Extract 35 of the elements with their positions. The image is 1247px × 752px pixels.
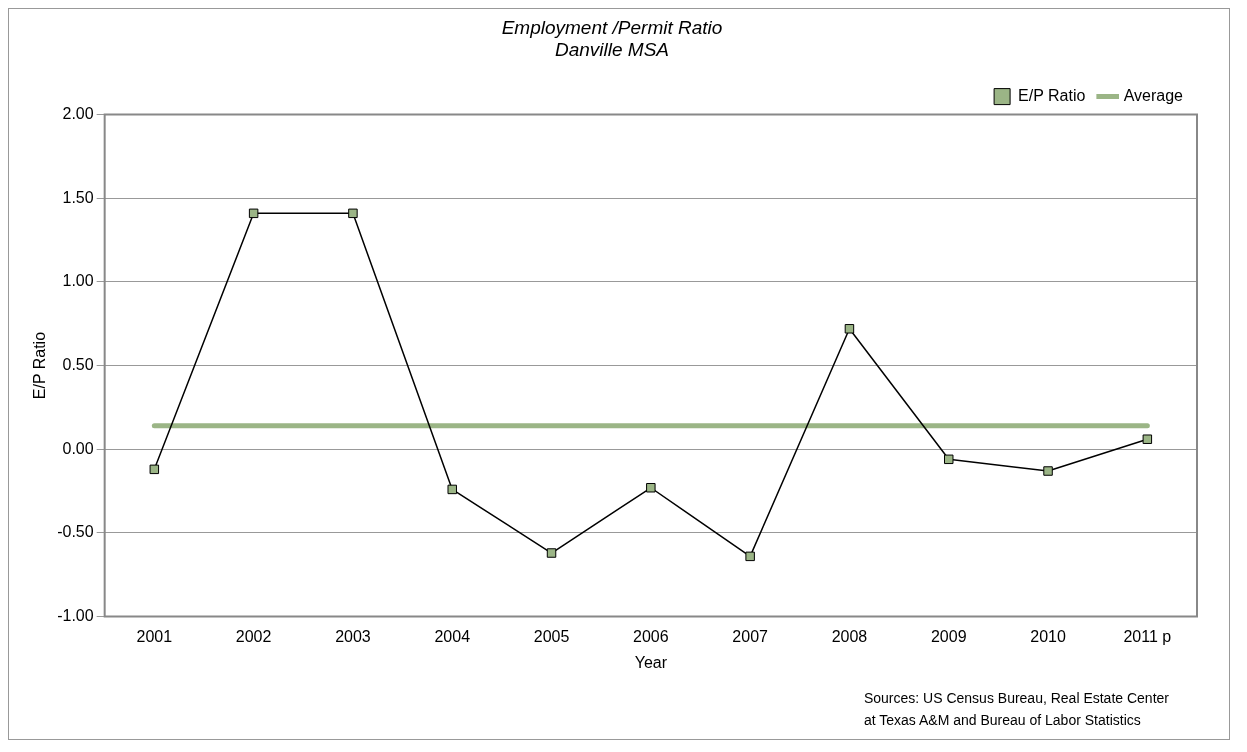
- x-tick-label: 2005: [533, 627, 570, 645]
- y-tick-label: 0.00: [62, 439, 94, 457]
- x-tick-label: 2006: [633, 627, 669, 645]
- point: [646, 483, 656, 493]
- x-tick-label: 2001: [136, 627, 173, 645]
- point: [248, 208, 259, 219]
- y-tick-label: 1.00: [62, 272, 94, 290]
- point: [447, 484, 457, 495]
- x-tick-label: 2011 p: [1123, 627, 1172, 645]
- chart-title: Employment /Permit Ratio Danville MSA: [501, 16, 723, 61]
- y-tick-label: 1.50: [62, 188, 94, 206]
- x-axis-title: Year: [634, 653, 668, 671]
- point: [745, 551, 755, 562]
- y-tick-label: 2.00: [62, 105, 94, 123]
- source-note: Sources: US Census Bureau, Real Estate Center at Texas A&M and Bureau of Labor Statistics: [863, 689, 1169, 730]
- point: [944, 454, 954, 465]
- legend-label: Average: [1123, 87, 1184, 105]
- x-tick-label: 2004: [434, 627, 471, 645]
- point: [149, 464, 160, 475]
- point: [546, 548, 557, 558]
- x-tick-label: 2007: [732, 627, 769, 645]
- y-axis-title: E/P Ratio: [31, 331, 49, 400]
- y-tick-label: -0.50: [57, 523, 94, 541]
- x-tick-label: 2008: [831, 627, 868, 645]
- point: [348, 208, 358, 219]
- point: [1142, 434, 1153, 444]
- point: [1043, 466, 1053, 476]
- legend-label: E/P Ratio: [1018, 87, 1086, 105]
- y-tick-label: 0.50: [62, 356, 94, 374]
- point: [844, 324, 855, 334]
- x-tick-label: 2003: [335, 627, 371, 645]
- y-tick-label: -1.00: [57, 607, 94, 625]
- x-tick-label: 2002: [235, 627, 272, 645]
- x-tick-label: 2009: [930, 627, 967, 645]
- x-tick-label: 2010: [1030, 627, 1066, 645]
